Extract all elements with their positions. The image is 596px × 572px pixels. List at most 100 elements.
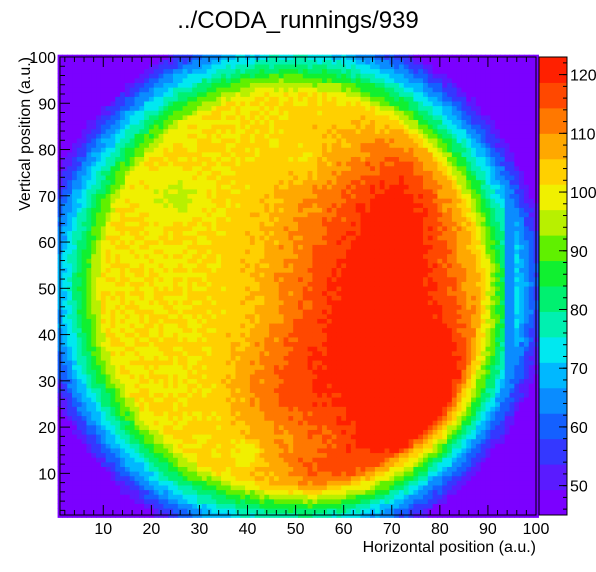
heatmap-cell	[153, 230, 160, 236]
heatmap-cell	[86, 415, 92, 421]
heatmap-cell	[76, 248, 83, 255]
heatmap-cell	[197, 489, 203, 495]
heatmap-cell	[240, 133, 246, 139]
heatmap-cell	[216, 239, 222, 245]
heatmap-cell	[139, 77, 145, 83]
heatmap-cell	[240, 188, 246, 195]
heatmap-cell	[139, 471, 145, 477]
heatmap-cell	[269, 244, 275, 250]
heatmap-cell	[72, 100, 78, 107]
heatmap-cell	[230, 137, 237, 144]
heatmap-cell	[211, 165, 217, 171]
heatmap-cell	[273, 110, 280, 116]
heatmap-cell	[158, 378, 164, 384]
heatmap-cell	[124, 170, 131, 176]
heatmap-cell	[211, 392, 217, 398]
heatmap-cell	[76, 471, 83, 477]
heatmap-cell	[115, 258, 121, 264]
heatmap-cell	[139, 161, 145, 167]
heatmap-cell	[129, 304, 136, 310]
heatmap-cell	[278, 262, 285, 269]
heatmap-cell	[144, 216, 150, 222]
heatmap-cell	[240, 424, 246, 430]
heatmap-cell	[254, 429, 261, 435]
heatmap-cell	[249, 383, 256, 389]
heatmap-cell	[273, 281, 280, 287]
heatmap-cell	[225, 225, 232, 232]
heatmap-cell	[153, 383, 160, 389]
heatmap-cell	[206, 165, 213, 171]
heatmap-cell	[187, 156, 193, 162]
heatmap-cell	[139, 179, 145, 185]
heatmap-cell	[249, 110, 256, 116]
heatmap-cell	[76, 68, 83, 74]
heatmap-cell	[91, 471, 97, 477]
heatmap-cell	[197, 235, 203, 241]
heatmap-cell	[235, 110, 241, 116]
heatmap-cell	[144, 364, 150, 370]
heatmap-cell	[67, 503, 73, 509]
heatmap-cell	[254, 373, 261, 380]
heatmap-cell	[225, 452, 232, 458]
heatmap-cell	[115, 124, 121, 130]
heatmap-cell	[187, 401, 193, 407]
heatmap-cell	[187, 466, 193, 472]
heatmap-cell	[293, 91, 299, 97]
heatmap-cell	[177, 475, 184, 481]
heatmap-cell	[201, 174, 208, 181]
heatmap-cell	[240, 466, 246, 472]
heatmap-cell	[283, 230, 289, 236]
heatmap-cell	[254, 360, 261, 366]
heatmap-cell	[187, 128, 193, 134]
heatmap-cell	[278, 360, 285, 366]
heatmap-cell	[182, 124, 188, 130]
heatmap-cell	[115, 193, 121, 199]
heatmap-cell	[225, 295, 232, 301]
heatmap-cell	[120, 369, 126, 375]
heatmap-cell	[158, 174, 164, 181]
heatmap-cell	[105, 392, 112, 398]
heatmap-cell	[62, 447, 68, 454]
heatmap-cell	[168, 225, 174, 232]
heatmap-cell	[249, 198, 256, 204]
heatmap-cell	[62, 373, 68, 380]
heatmap-cell	[100, 461, 107, 467]
heatmap-cell	[172, 350, 179, 356]
heatmap-cell	[201, 387, 208, 393]
heatmap-cell	[120, 350, 126, 356]
heatmap-cell	[221, 406, 227, 412]
heatmap-cell	[76, 82, 83, 88]
heatmap-cell	[278, 443, 285, 449]
heatmap-cell	[153, 452, 160, 458]
heatmap-cell	[163, 508, 169, 514]
heatmap-cell	[86, 211, 92, 218]
heatmap-cell	[249, 346, 256, 352]
heatmap-cell	[283, 313, 289, 319]
heatmap-cell	[230, 281, 237, 287]
heatmap-cell	[144, 267, 150, 273]
heatmap-cell	[197, 281, 203, 287]
heatmap-cell	[158, 406, 164, 412]
heatmap-cell	[216, 452, 222, 458]
heatmap-cell	[72, 262, 78, 269]
heatmap-cell	[72, 73, 78, 79]
heatmap-cell	[172, 290, 179, 296]
heatmap-cell	[235, 244, 241, 250]
heatmap-cell	[100, 498, 107, 504]
heatmap-cell	[269, 286, 275, 292]
heatmap-cell	[124, 188, 131, 195]
heatmap-cell	[96, 82, 102, 88]
heatmap-cell	[144, 82, 150, 88]
heatmap-cell	[144, 346, 150, 352]
heatmap-cell	[110, 147, 116, 153]
heatmap-cell	[216, 276, 222, 282]
heatmap-cell	[235, 309, 241, 315]
heatmap-cell	[211, 309, 217, 315]
heatmap-cell	[187, 424, 193, 430]
heatmap-cell	[254, 327, 261, 333]
heatmap-cell	[264, 91, 270, 97]
heatmap-cell	[120, 258, 126, 264]
heatmap-cell	[124, 438, 131, 444]
heatmap-cell	[115, 170, 121, 176]
heatmap-cell	[91, 170, 97, 176]
